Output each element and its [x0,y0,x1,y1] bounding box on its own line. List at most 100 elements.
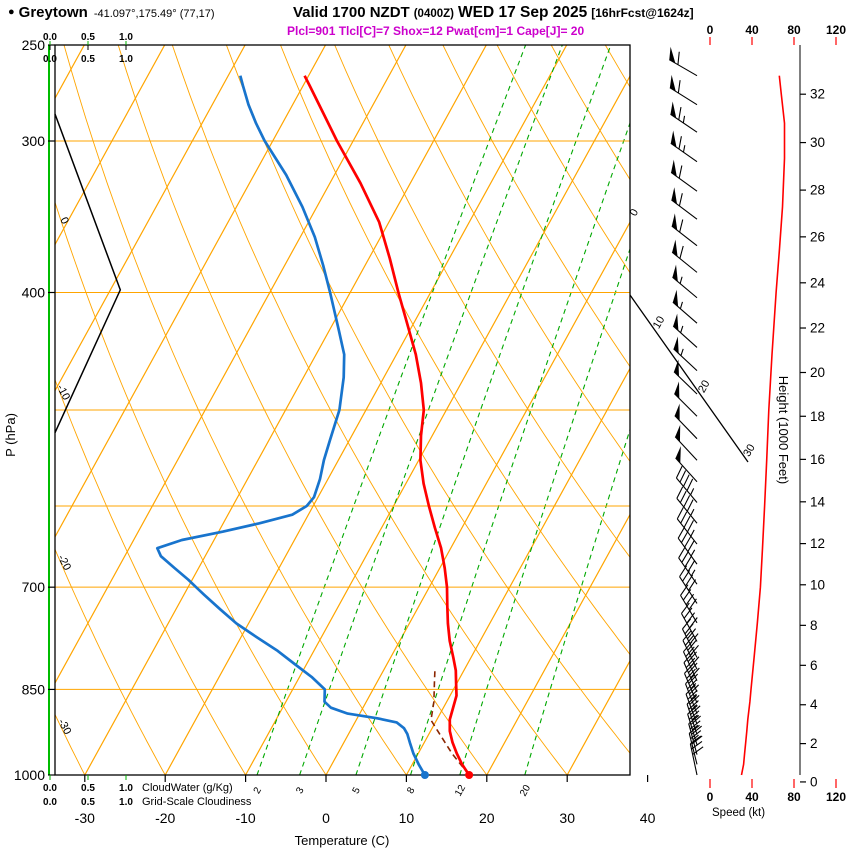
svg-text:30: 30 [559,810,575,826]
svg-text:40: 40 [745,790,759,804]
svg-text:0: 0 [810,774,818,789]
plot-border [54,44,631,776]
svg-text:1.0: 1.0 [119,32,133,43]
svg-text:10: 10 [651,314,668,331]
surface-dewpoint-dot [420,771,429,779]
pressure-gridlines [55,140,630,690]
svg-text:0: 0 [628,207,641,218]
temperature-axis: -30 -20 -10 0 10 20 30 40 Temperature (C) [75,775,656,848]
cloudiness-profile-line [54,113,122,434]
valid-main: Valid 1700 NZDT [293,4,410,21]
valid-forecast-ref: [16hrFcst@1624z] [591,6,694,20]
svg-text:Height (1000 Feet): Height (1000 Feet) [776,376,791,484]
svg-text:2: 2 [810,736,818,751]
wind-barbs [669,46,704,776]
svg-text:-10: -10 [54,383,72,403]
svg-text:10: 10 [810,577,825,592]
svg-text:850: 850 [22,681,46,697]
svg-text:300: 300 [22,133,46,149]
svg-text:0.0: 0.0 [43,32,57,43]
svg-text:0: 0 [322,810,330,826]
valid-time: Valid 1700 NZDT (0400Z) WED 17 Sep 2025 [16… [293,4,694,22]
svg-text:1.0: 1.0 [119,54,133,65]
pressure-axis: 250 300 400 700 850 1000 P (hPa) [3,37,55,783]
svg-text:0: 0 [707,790,714,804]
svg-text:0: 0 [57,215,70,226]
svg-text:0.0: 0.0 [43,797,57,808]
svg-text:Grid-Scale Cloudiness: Grid-Scale Cloudiness [142,796,252,808]
svg-text:-10: -10 [235,810,255,826]
temperature-curve [303,75,471,775]
svg-text:4: 4 [810,697,818,712]
cloud-profiles [48,45,122,775]
svg-text:8: 8 [810,618,818,633]
station-title: ● Greytown -41.097°,175.49° (77,17) [8,4,215,21]
svg-text:26: 26 [810,229,825,244]
isotherm-lines [55,45,630,775]
svg-text:0.5: 0.5 [81,32,95,43]
svg-text:250: 250 [22,37,46,53]
station-coords: -41.097°,175.49° (77,17) [93,8,215,20]
svg-text:0.5: 0.5 [81,54,95,65]
parcel-curve [430,670,470,775]
dry-adiabat-lines [55,45,630,775]
svg-text:28: 28 [810,183,825,198]
svg-text:20: 20 [696,378,713,395]
dewpoint-curve [155,75,427,775]
svg-text:40: 40 [640,810,656,826]
valid-date: WED 17 Sep 2025 [458,4,588,21]
svg-text:Temperature (C): Temperature (C) [295,833,390,848]
svg-text:CloudWater (g/Kg): CloudWater (g/Kg) [142,782,233,794]
svg-text:400: 400 [22,284,46,300]
svg-text:5: 5 [351,785,364,796]
svg-text:2: 2 [252,785,265,796]
wind-speed-curve [740,75,786,776]
svg-text:Speed (kt): Speed (kt) [712,807,765,819]
svg-text:10: 10 [399,810,415,826]
svg-text:0.5: 0.5 [81,783,95,794]
svg-text:120: 120 [826,790,846,804]
svg-text:80: 80 [787,23,801,37]
svg-text:120: 120 [826,23,846,37]
svg-text:3: 3 [294,785,307,796]
station-name: Greytown [18,4,88,21]
svg-text:22: 22 [810,321,825,336]
svg-text:40: 40 [745,23,759,37]
svg-text:1000: 1000 [14,767,45,783]
svg-text:1.0: 1.0 [119,797,133,808]
svg-text:0.0: 0.0 [43,54,57,65]
svg-text:30: 30 [810,135,825,150]
svg-text:700: 700 [22,579,46,595]
svg-text:24: 24 [810,275,826,290]
surface-temperature-dot [465,771,474,779]
cloud-scales: 0.0 0.0 0.0 0.0 0.5 0.5 0.5 0.5 1.0 1.0 1.0 1.0 Clou… [43,32,252,808]
svg-text:20: 20 [479,810,495,826]
svg-text:0.0: 0.0 [43,783,57,794]
svg-text:12: 12 [810,536,825,551]
svg-text:20: 20 [810,365,825,380]
isotherm-label-diagonal [629,294,749,463]
svg-text:8: 8 [405,785,418,796]
svg-text:18: 18 [810,409,825,424]
valid-zulu: (0400Z) [413,8,454,20]
station-bullet-icon: ● [8,6,15,18]
svg-text:0: 0 [707,23,714,37]
svg-text:-30: -30 [75,810,95,826]
svg-text:32: 32 [810,87,825,102]
svg-text:14: 14 [810,494,826,509]
svg-text:80: 80 [787,790,801,804]
svg-text:30: 30 [741,442,758,459]
svg-text:1.0: 1.0 [119,783,133,794]
svg-text:P (hPa): P (hPa) [3,413,18,457]
svg-text:20: 20 [518,783,533,799]
svg-text:12: 12 [453,783,468,799]
svg-text:16: 16 [810,452,825,467]
stability-indices: Plcl=901 Tlcl[C]=7 Shox=12 Pwat[cm]=1 Ca… [287,24,585,38]
svg-text:0.5: 0.5 [81,797,95,808]
svg-text:6: 6 [810,658,818,673]
